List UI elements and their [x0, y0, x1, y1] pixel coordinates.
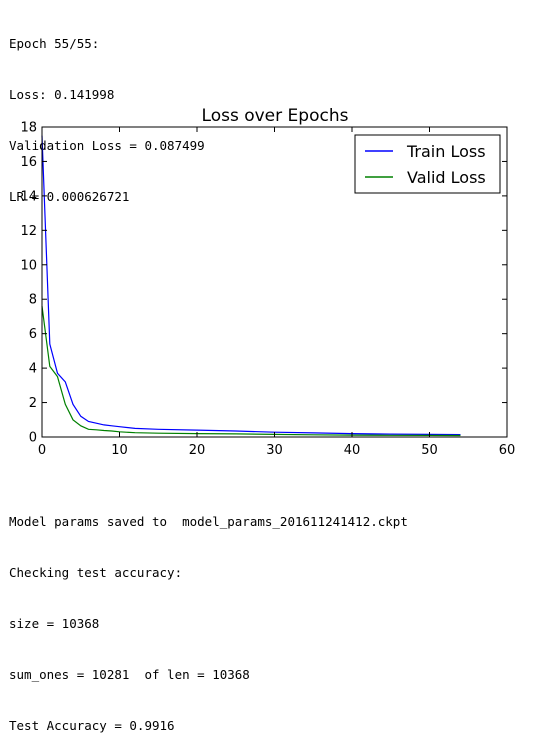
series-line-valid-loss	[41, 306, 461, 437]
y-tick-label: 12	[20, 224, 37, 239]
x-tick-label: 10	[111, 443, 128, 458]
legend-box	[354, 134, 501, 194]
y-tick-label: 2	[29, 396, 37, 411]
ticks-layer: 0 10 20 30 40 50 60 0 2 4 6 8 10 12 14 16 18	[20, 121, 515, 459]
checking-accuracy-line: Checking test accuracy:	[9, 565, 183, 580]
learning-rate-line: LR = 0.000626721	[9, 189, 130, 204]
y-tick-label: 18	[20, 121, 37, 136]
y-tick-label: 10	[20, 258, 37, 273]
y-tick-label: 8	[29, 293, 37, 308]
training-log-top: Epoch 55/55: Loss: 0.141998 Validation L…	[9, 1, 205, 222]
chart-legend: Train Loss Valid Loss	[354, 134, 501, 194]
series-layer	[41, 135, 461, 437]
model-saved-line: Model params saved to model_params_20161…	[9, 514, 408, 529]
loss-line: Loss: 0.141998	[9, 87, 115, 102]
y-tick-label: 6	[29, 327, 37, 342]
x-tick-label: 60	[499, 443, 516, 458]
epoch-line: Epoch 55/55:	[9, 36, 100, 51]
x-tick-label: 50	[421, 443, 438, 458]
x-tick-label: 0	[38, 443, 46, 458]
x-tick-label: 20	[189, 443, 206, 458]
sum-ones-line: sum_ones = 10281 of len = 10368	[9, 667, 250, 682]
y-tick-label: 14	[20, 189, 37, 204]
y-tick-label: 0	[29, 431, 37, 446]
legend-label: Train Loss	[406, 142, 486, 161]
training-log-bottom: Model params saved to model_params_20161…	[9, 479, 408, 751]
series-line-train-loss	[41, 135, 461, 436]
chart-title: Loss over Epochs	[202, 106, 349, 126]
test-accuracy-line: Test Accuracy = 0.9916	[9, 718, 175, 733]
loss-chart: Loss over Epochs 0 10 20 30 40 50 60 0 2 4 6 8 10 12 1…	[20, 106, 515, 459]
legend-label: Valid Loss	[407, 168, 486, 187]
x-tick-label: 40	[344, 443, 361, 458]
x-tick-label: 30	[266, 443, 283, 458]
y-tick-label: 16	[20, 155, 37, 170]
size-line: size = 10368	[9, 616, 100, 631]
y-tick-label: 4	[29, 362, 37, 377]
validation-loss-line: Validation Loss = 0.087499	[9, 138, 205, 153]
